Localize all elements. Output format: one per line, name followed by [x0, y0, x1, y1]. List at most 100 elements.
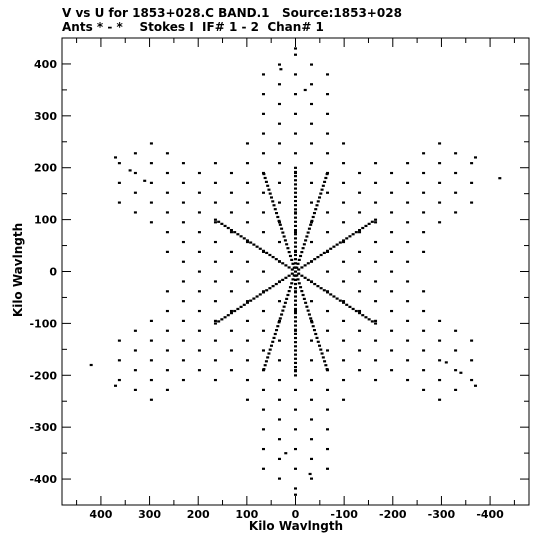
uv-point	[294, 282, 297, 286]
uv-point	[274, 282, 278, 286]
uv-point	[283, 239, 287, 242]
uv-point	[133, 369, 137, 372]
uv-point	[197, 309, 201, 313]
uv-point	[406, 181, 410, 184]
uv-point	[181, 221, 185, 224]
uv-point	[304, 301, 308, 304]
uv-point	[181, 240, 185, 244]
uv-point	[276, 325, 280, 328]
y-tick-label: -300	[29, 421, 57, 434]
uv-point	[277, 83, 281, 86]
uv-point	[229, 231, 233, 234]
uv-point	[438, 359, 442, 362]
uv-point	[213, 322, 217, 325]
uv-point	[313, 258, 317, 261]
uv-point	[280, 227, 284, 230]
uv-point	[348, 235, 352, 238]
uv-point	[269, 196, 273, 199]
uv-point	[181, 181, 185, 184]
uv-point	[291, 262, 295, 265]
uv-point	[294, 208, 297, 211]
uv-point	[277, 142, 281, 145]
uv-point	[310, 181, 314, 184]
y-tick-label: 0	[49, 266, 57, 279]
uv-point	[181, 359, 185, 362]
uv-point	[261, 112, 265, 115]
uv-point	[229, 171, 233, 175]
uv-point	[294, 316, 297, 319]
uv-point	[262, 172, 266, 176]
uv-point	[310, 240, 314, 244]
uv-point	[312, 211, 316, 215]
uv-point	[149, 359, 153, 362]
uv-point	[294, 307, 297, 311]
uv-point	[261, 73, 265, 76]
uv-point	[303, 276, 307, 279]
uv-point	[245, 398, 249, 401]
uv-point	[319, 192, 323, 195]
uv-point	[294, 370, 297, 373]
uv-point	[197, 171, 201, 175]
y-tick-label: -400	[29, 473, 57, 486]
uv-point	[213, 162, 217, 165]
y-axis-label: Kilo Wavlngth	[11, 223, 25, 317]
uv-point	[342, 239, 346, 242]
uv-point	[422, 171, 426, 175]
uv-point	[335, 243, 339, 246]
uv-point	[326, 152, 330, 155]
uv-point	[295, 266, 299, 269]
uv-point	[422, 290, 426, 293]
uv-point	[301, 247, 305, 250]
uv-point	[318, 344, 322, 347]
uv-point	[422, 349, 426, 352]
uv-point	[213, 181, 217, 184]
uv-point	[358, 250, 362, 253]
uv-point	[258, 293, 262, 296]
uv-point	[239, 305, 243, 308]
uv-point	[294, 187, 297, 190]
y-tick-label: 300	[34, 110, 57, 123]
uv-point	[271, 340, 275, 343]
uv-point	[261, 349, 265, 352]
x-tick-label: -100	[330, 508, 358, 521]
uv-point	[390, 250, 394, 253]
uv-point	[281, 309, 285, 312]
uv-point	[149, 162, 153, 165]
uv-point	[277, 359, 281, 362]
uv-point	[261, 93, 265, 96]
uv-point	[374, 218, 378, 221]
uv-point	[197, 211, 201, 214]
uv-point	[326, 349, 330, 352]
uv-point	[390, 231, 394, 234]
uv-point	[306, 278, 310, 282]
uv-point	[294, 216, 297, 219]
uv-point	[271, 200, 275, 203]
uv-point	[181, 300, 185, 303]
uv-point	[249, 299, 253, 302]
uv-point	[406, 280, 410, 283]
data-points	[89, 47, 502, 496]
uv-point	[278, 317, 282, 320]
uv-point	[165, 309, 169, 313]
uv-point	[342, 240, 346, 244]
uv-point	[309, 317, 313, 320]
uv-point	[309, 223, 313, 226]
uv-point	[236, 233, 240, 236]
uv-point	[323, 360, 327, 363]
uv-point	[305, 305, 309, 308]
uv-point	[374, 240, 378, 244]
uv-point	[294, 249, 297, 252]
uv-point	[390, 349, 394, 352]
uv-point	[296, 262, 300, 265]
uv-point	[149, 142, 153, 145]
uv-point	[406, 201, 410, 204]
uv-point	[310, 280, 314, 284]
uv-point	[310, 339, 314, 342]
uv-point	[277, 63, 281, 66]
uv-point	[316, 200, 320, 203]
uv-point	[326, 408, 330, 411]
uv-point	[310, 142, 314, 145]
uv-point	[245, 221, 249, 224]
uv-point	[300, 274, 304, 277]
uv-point	[236, 307, 240, 311]
